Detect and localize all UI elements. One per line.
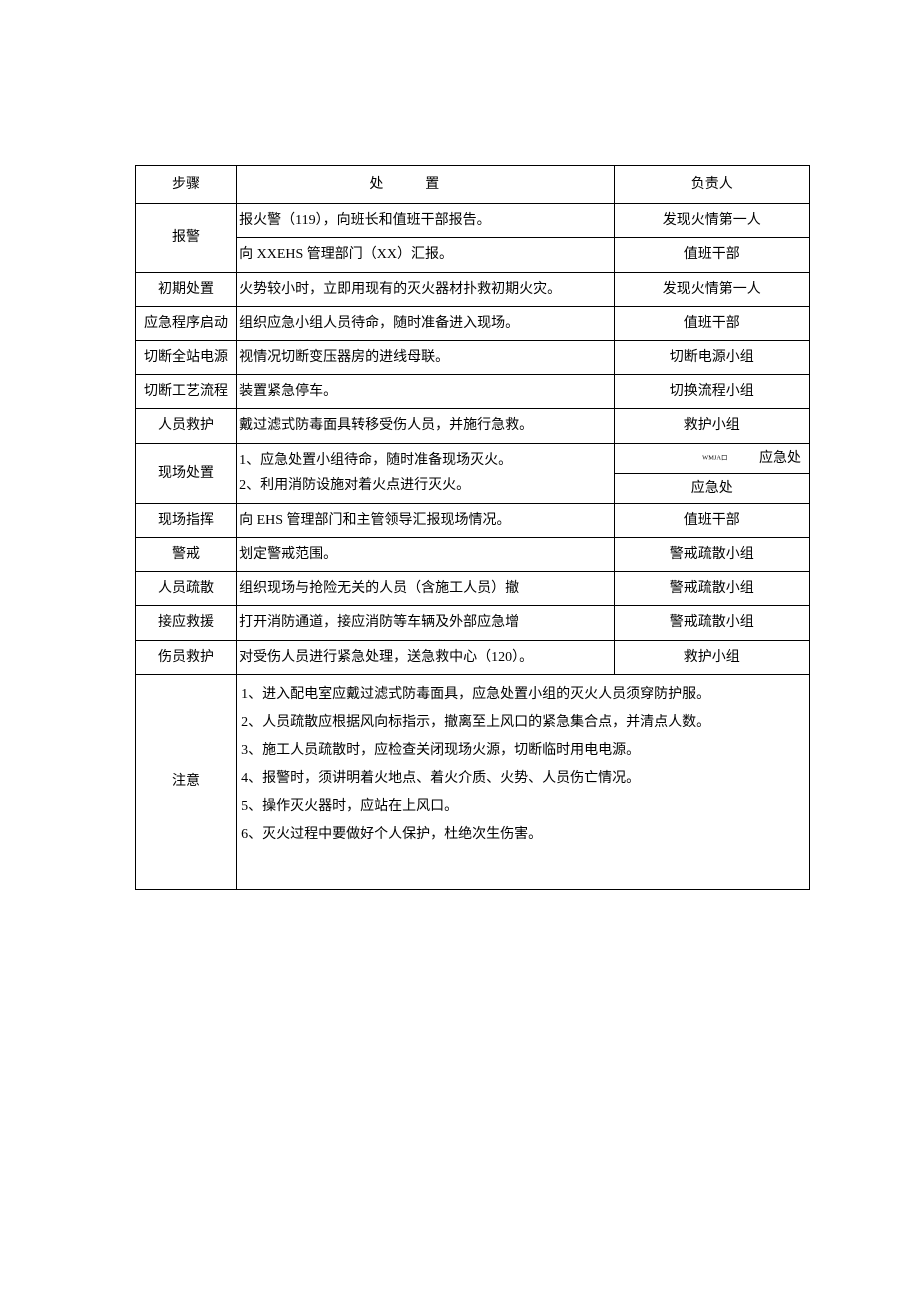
action-cell: 报火警（119），向班长和值班干部报告。 xyxy=(237,204,614,238)
table-row: 报警 报火警（119），向班长和值班干部报告。 发现火情第一人 xyxy=(136,204,810,238)
note-line: 6、灭火过程中要做好个人保护，杜绝次生伤害。 xyxy=(241,821,805,849)
resp-cell: 救护小组 xyxy=(614,409,809,443)
header-step: 步骤 xyxy=(136,166,237,204)
resp-text: 应急处 xyxy=(759,451,801,466)
step-cell: 现场指挥 xyxy=(136,503,237,537)
resp-cell: 发现火情第一人 xyxy=(614,204,809,238)
step-cell: 伤员救护 xyxy=(136,640,237,674)
action-cell: 装置紧急停车。 xyxy=(237,375,614,409)
note-line: 4、报警时，须讲明着火地点、着火介质、火势、人员伤亡情况。 xyxy=(241,765,805,793)
table-row: 应急程序启动 组织应急小组人员待命，随时准备进入现场。 值班干部 xyxy=(136,306,810,340)
resp-cell: 值班干部 xyxy=(614,238,809,272)
table-row: 现场指挥 向 EHS 管理部门和主管领导汇报现场情况。 值班干部 xyxy=(136,503,810,537)
header-responsible: 负责人 xyxy=(614,166,809,204)
action-cell: 向 XXEHS 管理部门（XX）汇报。 xyxy=(237,238,614,272)
note-line: 5、操作灭火器时，应站在上风口。 xyxy=(241,793,805,821)
resp-cell: 发现火情第一人 xyxy=(614,272,809,306)
action-cell: 对受伤人员进行紧急处理，送急救中心（120）。 xyxy=(237,640,614,674)
resp-cell: 警戒疏散小组 xyxy=(614,606,809,640)
resp-cell: 警戒疏散小组 xyxy=(614,538,809,572)
table-row: 现场处置 1、应急处置小组待命，随时准备现场灭火。 2、利用消防设施对着火点进行… xyxy=(136,443,810,503)
step-cell: 应急程序启动 xyxy=(136,306,237,340)
step-cell: 切断全站电源 xyxy=(136,340,237,374)
action-cell: 划定警戒范围。 xyxy=(237,538,614,572)
resp-cell: 值班干部 xyxy=(614,306,809,340)
resp-split-table: WMJA口应急处 应急处 xyxy=(615,444,809,503)
step-cell: 切断工艺流程 xyxy=(136,375,237,409)
step-cell: 人员疏散 xyxy=(136,572,237,606)
table-row: 伤员救护 对受伤人员进行紧急处理，送急救中心（120）。 救护小组 xyxy=(136,640,810,674)
resp-cell-split: WMJA口应急处 应急处 xyxy=(614,443,809,503)
action-cell: 视情况切断变压器房的进线母联。 xyxy=(237,340,614,374)
resp-cell: 切换流程小组 xyxy=(614,375,809,409)
action-line: 1、应急处置小组待命，随时准备现场灭火。 xyxy=(239,448,611,473)
table-row: 警戒 划定警戒范围。 警戒疏散小组 xyxy=(136,538,810,572)
table-row: 初期处置 火势较小时，立即用现有的灭火器材扑救初期火灾。 发现火情第一人 xyxy=(136,272,810,306)
action-cell: 1、应急处置小组待命，随时准备现场灭火。 2、利用消防设施对着火点进行灭火。 xyxy=(237,443,614,503)
emergency-procedure-table: 步骤 处置 负责人 报警 报火警（119），向班长和值班干部报告。 发现火情第一… xyxy=(135,165,810,890)
action-cell: 组织现场与抢险无关的人员（含施工人员）撤 xyxy=(237,572,614,606)
notes-label-cell: 注意 xyxy=(136,674,237,889)
action-cell: 火势较小时，立即用现有的灭火器材扑救初期火灾。 xyxy=(237,272,614,306)
table-header-row: 步骤 处置 负责人 xyxy=(136,166,810,204)
table-row: 人员救护 戴过滤式防毒面具转移受伤人员，并施行急救。 救护小组 xyxy=(136,409,810,443)
note-line: 1、进入配电室应戴过滤式防毒面具，应急处置小组的灭火人员须穿防护服。 xyxy=(241,681,805,709)
action-cell: 打开消防通道，接应消防等车辆及外部应急增 xyxy=(237,606,614,640)
table-row: 切断工艺流程 装置紧急停车。 切换流程小组 xyxy=(136,375,810,409)
step-cell: 报警 xyxy=(136,204,237,272)
table-row: 切断全站电源 视情况切断变压器房的进线母联。 切断电源小组 xyxy=(136,340,810,374)
action-line: 2、利用消防设施对着火点进行灭火。 xyxy=(239,473,611,498)
note-line: 2、人员疏散应根据风向标指示，撤离至上风口的紧急集合点，并清点人数。 xyxy=(241,709,805,737)
resp-cell: 值班干部 xyxy=(614,503,809,537)
table-row-notes: 注意 1、进入配电室应戴过滤式防毒面具，应急处置小组的灭火人员须穿防护服。 2、… xyxy=(136,674,810,889)
step-cell: 初期处置 xyxy=(136,272,237,306)
resp-sub-cell: 应急处 xyxy=(615,473,809,503)
step-cell: 人员救护 xyxy=(136,409,237,443)
step-cell: 警戒 xyxy=(136,538,237,572)
header-action: 处置 xyxy=(237,166,614,204)
resp-cell: 切断电源小组 xyxy=(614,340,809,374)
action-cell: 戴过滤式防毒面具转移受伤人员，并施行急救。 xyxy=(237,409,614,443)
table-row: 接应救援 打开消防通道，接应消防等车辆及外部应急增 警戒疏散小组 xyxy=(136,606,810,640)
step-cell: 接应救援 xyxy=(136,606,237,640)
resp-cell: 救护小组 xyxy=(614,640,809,674)
step-cell: 现场处置 xyxy=(136,443,237,503)
table-row: 人员疏散 组织现场与抢险无关的人员（含施工人员）撤 警戒疏散小组 xyxy=(136,572,810,606)
action-cell: 组织应急小组人员待命，随时准备进入现场。 xyxy=(237,306,614,340)
small-mark-text: WMJA口 xyxy=(703,453,728,465)
table-row: 向 XXEHS 管理部门（XX）汇报。 值班干部 xyxy=(136,238,810,272)
note-line: 3、施工人员疏散时，应检查关闭现场火源，切断临时用电电源。 xyxy=(241,737,805,765)
notes-content-cell: 1、进入配电室应戴过滤式防毒面具，应急处置小组的灭火人员须穿防护服。 2、人员疏… xyxy=(237,674,810,889)
action-cell: 向 EHS 管理部门和主管领导汇报现场情况。 xyxy=(237,503,614,537)
resp-sub-cell: WMJA口 应急处 xyxy=(615,444,809,474)
resp-cell: 警戒疏散小组 xyxy=(614,572,809,606)
